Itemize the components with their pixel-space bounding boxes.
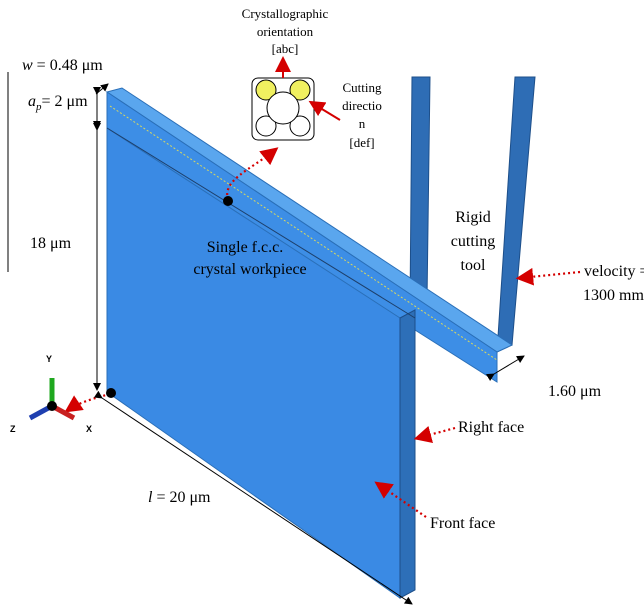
label: 1.60 μm: [548, 383, 602, 400]
dimension-arrow: [494, 356, 524, 374]
label: Right face: [458, 419, 524, 436]
label: [abc]: [272, 41, 299, 56]
tool-right-bar: [497, 77, 535, 352]
label: Cutting: [342, 80, 382, 95]
label: l = 20 μm: [148, 489, 211, 506]
value: = 2 μm: [42, 93, 89, 110]
pointer: [418, 428, 455, 438]
label: velocity =: [584, 263, 644, 280]
label: Rigid: [455, 209, 491, 226]
symbol: a: [28, 93, 36, 110]
label: crystal workpiece: [193, 261, 306, 278]
marker-dot: [223, 196, 233, 206]
pointer: [520, 272, 580, 278]
label: tool: [461, 257, 486, 274]
label: cutting: [451, 233, 495, 250]
axis-label: Y: [46, 354, 52, 364]
label: 18 μm: [30, 235, 72, 252]
crystal-icon: [252, 78, 314, 140]
label: Front face: [430, 515, 495, 532]
label: Crystallographic: [242, 6, 329, 21]
diagram: Y Z X Crystallographic orientation [abc]…: [0, 0, 644, 610]
label: ap= 2 μm: [28, 93, 88, 113]
label: [def]: [349, 135, 374, 150]
label: directio: [342, 98, 382, 113]
pointer: [68, 394, 110, 410]
symbol: w: [22, 57, 33, 74]
direction-arrow: [312, 103, 340, 120]
label: Single f.c.c.: [207, 239, 283, 256]
label: 1300 mm/s: [583, 287, 644, 304]
label: n: [359, 116, 366, 131]
label: w = 0.48 μm: [22, 57, 103, 74]
right-face: [400, 310, 415, 598]
label: orientation: [257, 24, 314, 39]
value: = 0.48 μm: [37, 57, 104, 74]
axis-origin: [47, 401, 57, 411]
dimension-arrow: [96, 84, 108, 94]
axis-label: X: [86, 424, 92, 434]
tool-left-bar: [410, 77, 430, 308]
marker-dot: [106, 388, 116, 398]
value: = 20 μm: [156, 489, 211, 506]
axis-label: Z: [10, 424, 16, 434]
symbol: l: [148, 489, 153, 506]
